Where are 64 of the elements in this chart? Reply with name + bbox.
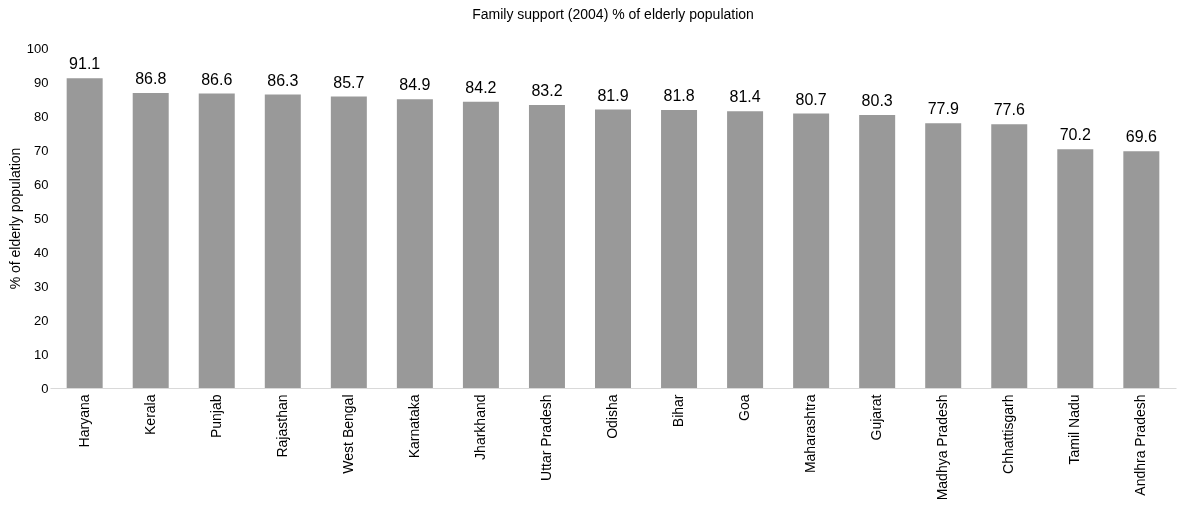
y-tick-label: 70 [34, 142, 49, 158]
bar [595, 109, 631, 388]
bar [925, 123, 962, 388]
x-tick-label: Chhattisgarh [1000, 394, 1017, 474]
y-tick-label: 0 [41, 380, 49, 396]
bar [66, 78, 103, 388]
x-tick-label: Gujarat [868, 394, 885, 441]
data-label: 80.3 [861, 91, 893, 109]
bar [462, 101, 499, 388]
data-label: 80.7 [795, 90, 827, 108]
bar [198, 93, 235, 388]
bar [132, 92, 169, 388]
data-label: 85.7 [333, 73, 365, 91]
bar [528, 105, 565, 388]
x-tick-label: Rajasthan [273, 394, 290, 458]
x-tick-label: Punjab [207, 394, 224, 439]
bar [264, 94, 301, 388]
data-label: 70.2 [1059, 126, 1091, 144]
y-tick-label: 50 [34, 210, 49, 226]
x-tick-label: Madhya Pradesh [934, 394, 951, 501]
data-label: 81.9 [597, 86, 629, 104]
x-tick-label: Andhra Pradesh [1132, 394, 1149, 496]
y-tick-label: 80 [34, 108, 49, 124]
x-tick-label: West Bengal [339, 394, 356, 474]
x-tick-label: Tamil Nadu [1066, 394, 1083, 465]
data-label: 77.6 [993, 101, 1025, 119]
bar [793, 113, 830, 388]
bar [661, 109, 698, 388]
y-tick-label: 40 [34, 244, 49, 260]
y-tick-label: 60 [34, 176, 49, 192]
data-label: 86.8 [135, 69, 167, 87]
x-tick-label: Odisha [604, 394, 620, 439]
y-tick-label: 20 [34, 312, 49, 328]
bar [330, 96, 367, 388]
bar [396, 99, 433, 388]
x-tick-label: Bihar [670, 394, 687, 428]
y-tick-label: 100 [26, 40, 49, 56]
y-axis-title: % of elderly population [6, 147, 23, 290]
data-label: 84.9 [399, 76, 431, 94]
bar [991, 124, 1028, 388]
x-tick-label: Maharashtra [802, 394, 819, 474]
x-tick-label: Jharkhand [471, 394, 488, 460]
y-tick-label: 10 [34, 346, 49, 362]
bar [727, 111, 764, 388]
x-tick-label: Uttar Pradesh [537, 394, 554, 481]
data-label: 69.6 [1125, 128, 1157, 146]
y-tick-label: 90 [34, 74, 49, 90]
bar [859, 114, 896, 388]
x-tick-label: Kerala [141, 394, 158, 435]
data-label: 86.6 [201, 70, 233, 88]
data-label: 81.8 [663, 86, 695, 104]
y-tick-label: 30 [34, 278, 49, 294]
data-label: 84.2 [465, 78, 497, 96]
x-tick-label: Haryana [75, 394, 92, 448]
chart-title: Family support (2004) % of elderly population [472, 6, 754, 22]
data-label: 83.2 [531, 82, 563, 100]
data-label: 86.3 [267, 71, 299, 89]
x-tick-label: Karnataka [405, 394, 422, 459]
data-label: 91.1 [69, 55, 101, 73]
data-label: 81.4 [729, 88, 761, 106]
bar [1057, 149, 1094, 388]
bar [1123, 151, 1160, 388]
x-tick-label: Goa [736, 394, 753, 421]
data-label: 77.9 [927, 100, 959, 118]
